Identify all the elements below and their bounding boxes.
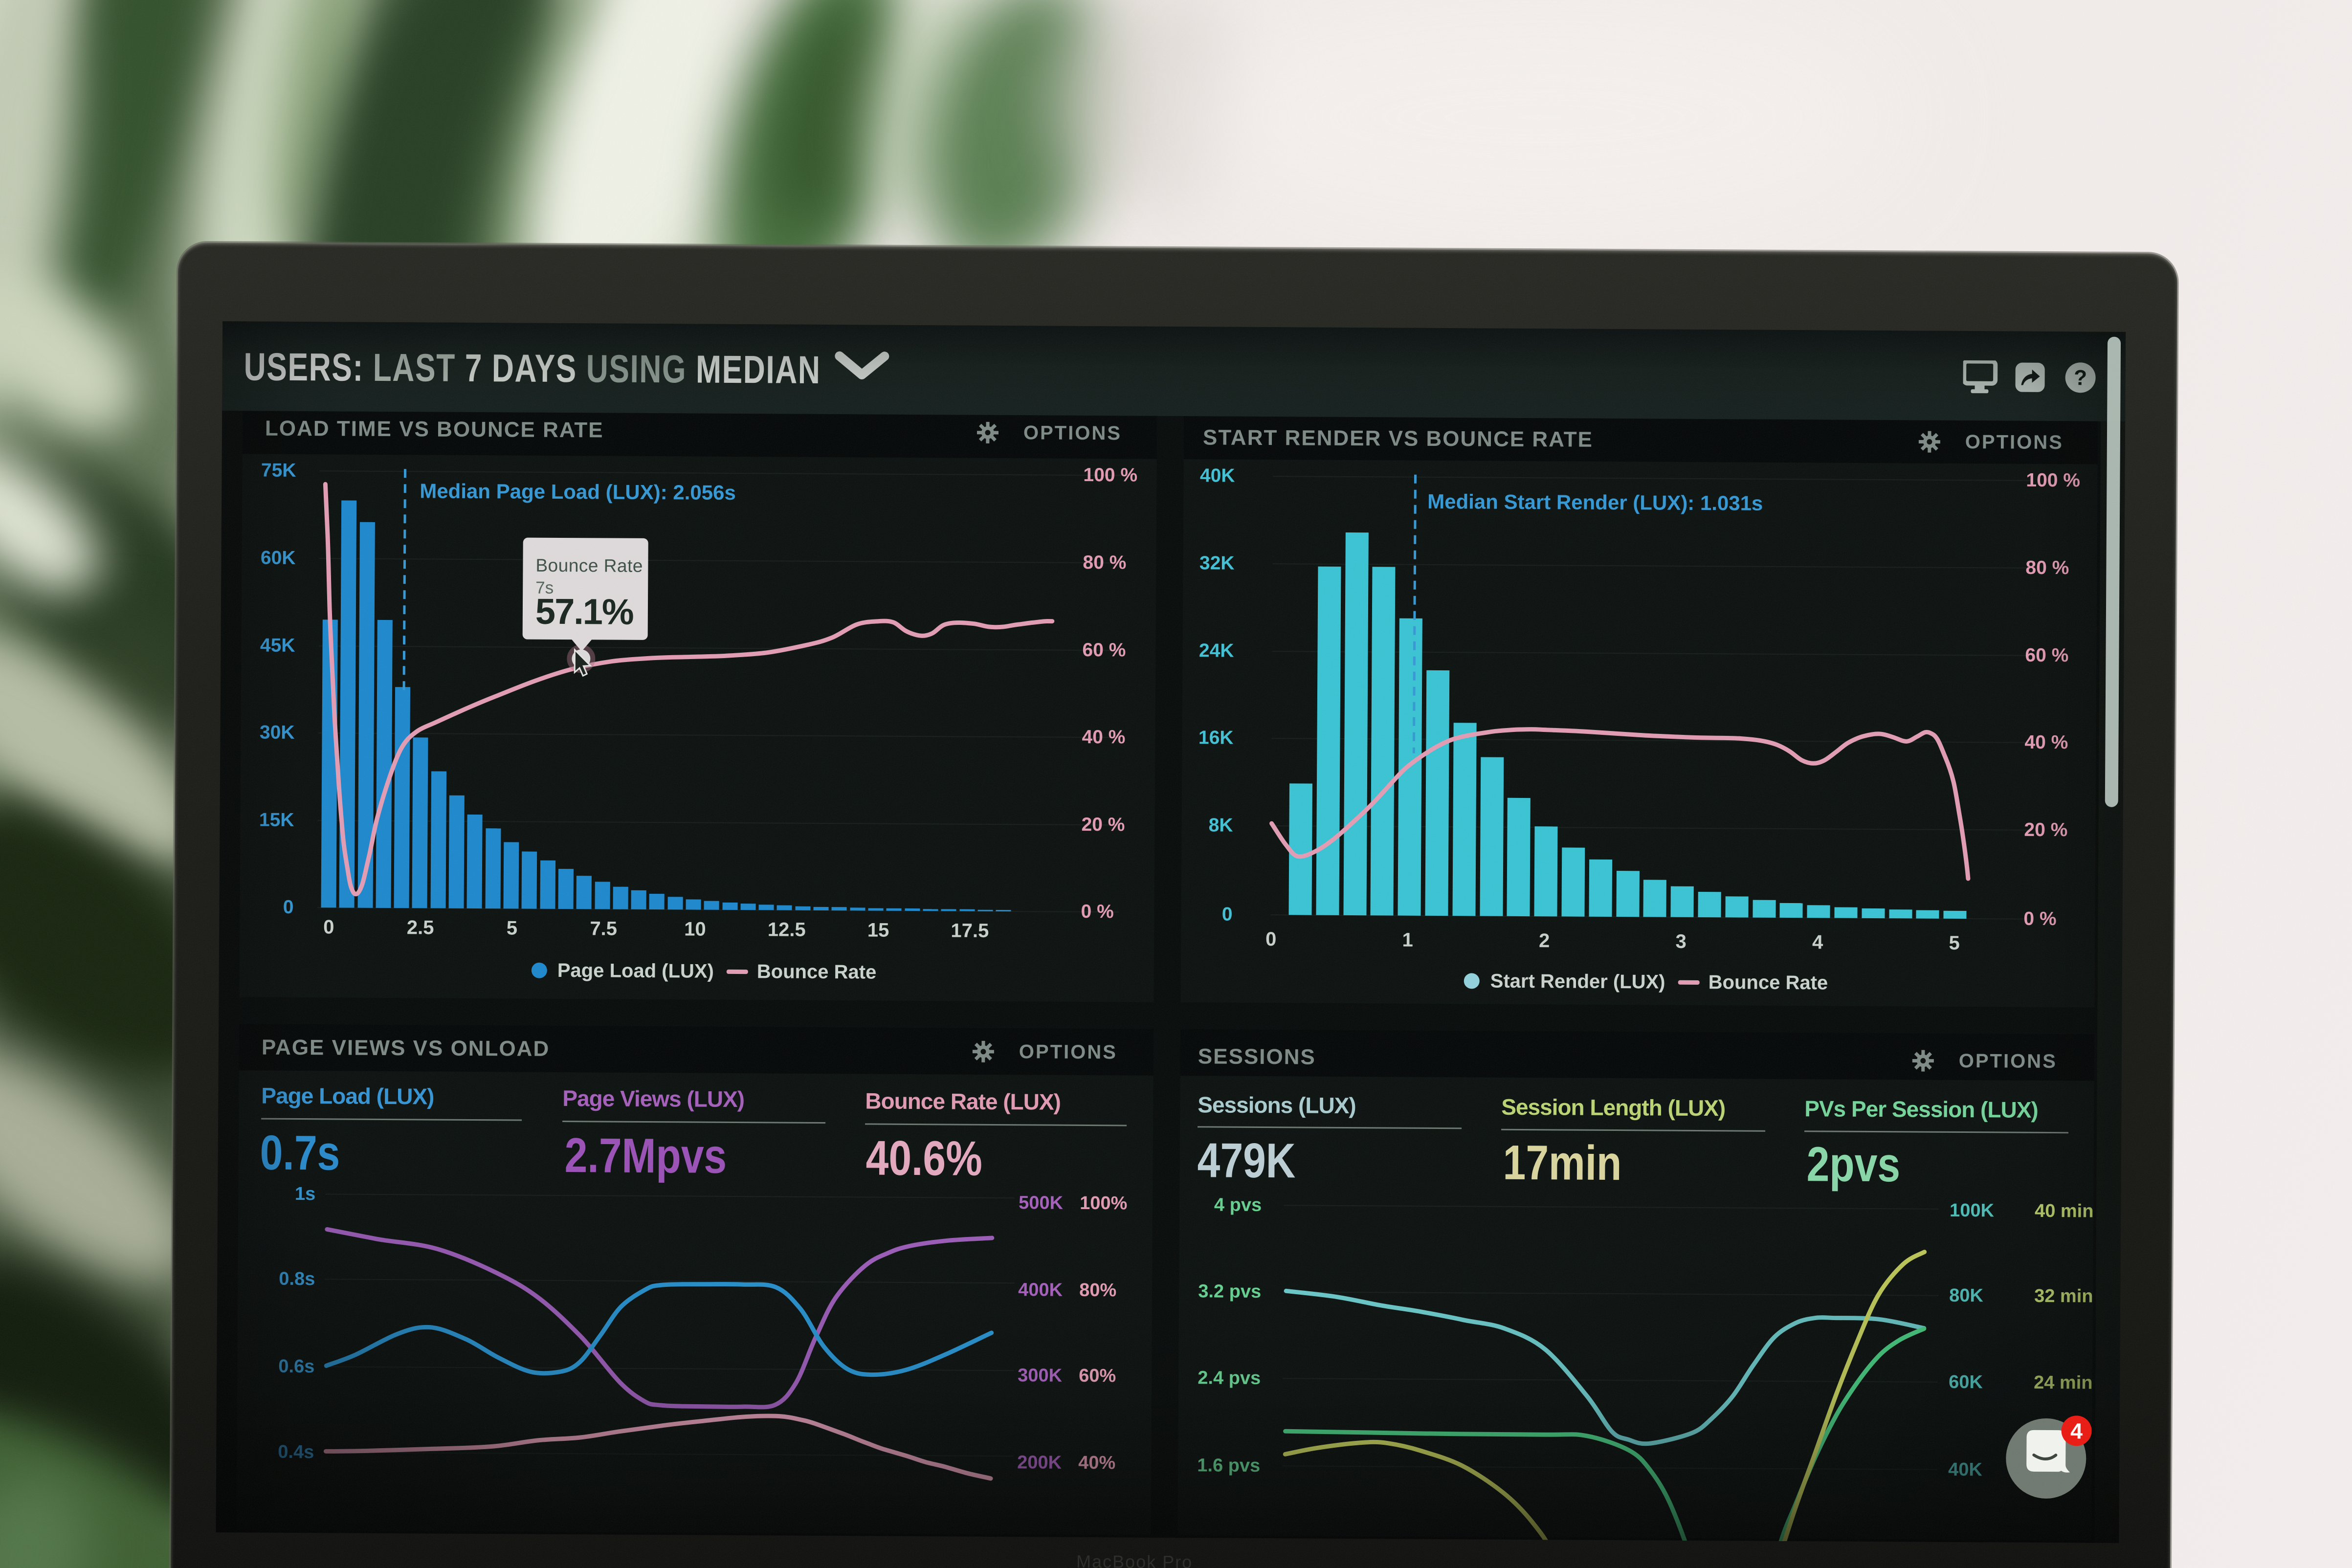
svg-text:?: ? [2074,366,2087,390]
svg-text:4: 4 [2070,1418,2083,1443]
